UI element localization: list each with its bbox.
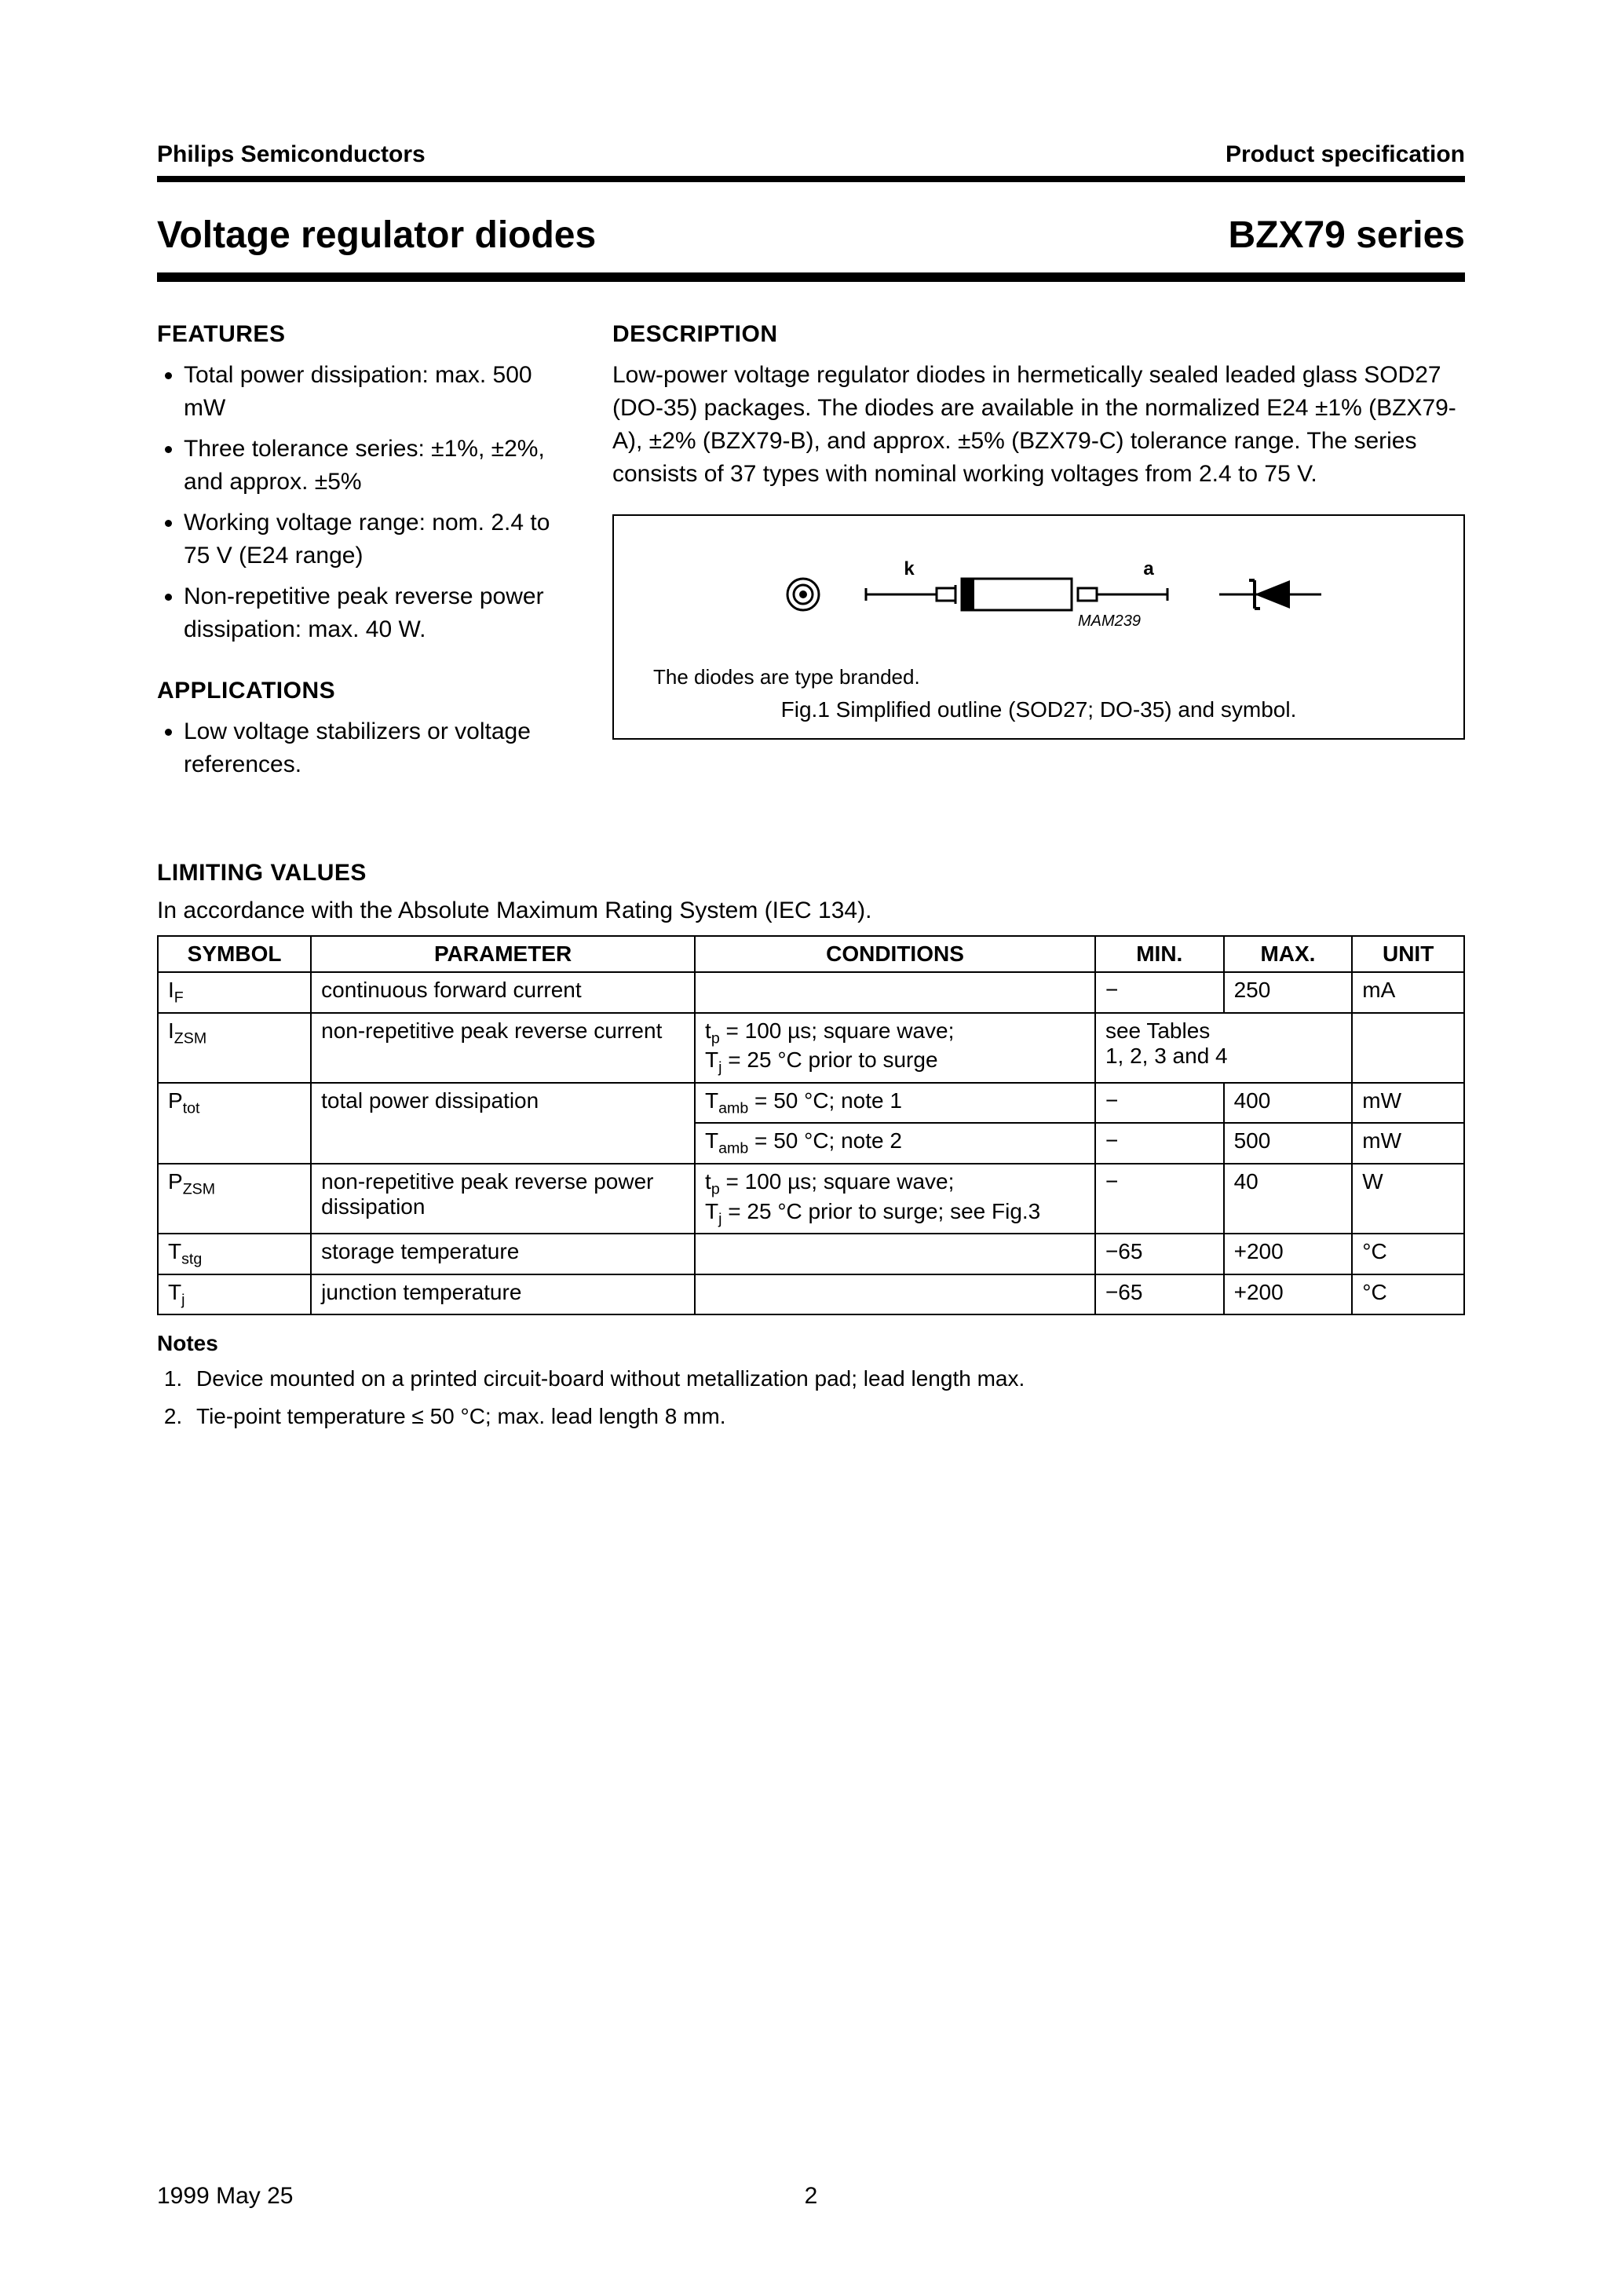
figure-diagram: k a [637,539,1440,649]
th-symbol: SYMBOL [158,936,311,972]
header-bar: Philips Semiconductors Product specifica… [157,141,1465,182]
table-row: IFcontinuous forward current−250mA [158,972,1464,1013]
footer-date: 1999 May 25 [157,2183,293,2210]
th-parameter: PARAMETER [311,936,695,972]
table-body: IFcontinuous forward current−250mAIZSMno… [158,972,1464,1314]
description-text: Low-power voltage regulator diodes in he… [612,359,1465,491]
notes-heading: Notes [157,1331,1465,1356]
page: Philips Semiconductors Product specifica… [0,0,1622,2296]
note-item: Tie-point temperature ≤ 50 °C; max. lead… [188,1400,1465,1433]
figure-caption: Fig.1 Simplified outline (SOD27; DO-35) … [637,697,1440,722]
figure-code: MAM239 [1078,612,1141,630]
th-min: MIN. [1095,936,1224,972]
header-left: Philips Semiconductors [157,141,426,168]
figure-note: The diodes are type branded. [653,665,1440,689]
table-row: Tjjunction temperature−65+200°C [158,1274,1464,1315]
limiting-table: SYMBOL PARAMETER CONDITIONS MIN. MAX. UN… [157,935,1465,1315]
th-conditions: CONDITIONS [695,936,1095,972]
label-k: k [904,558,915,579]
title-left: Voltage regulator diodes [157,214,596,257]
diode-diagram-svg: k a [740,547,1337,642]
title-right: BZX79 series [1228,214,1465,257]
note-item: Device mounted on a printed circuit-boar… [188,1362,1465,1395]
table-header-row: SYMBOL PARAMETER CONDITIONS MIN. MAX. UN… [158,936,1464,972]
limiting-heading: LIMITING VALUES [157,860,1465,887]
applications-heading: APPLICATIONS [157,678,565,704]
features-list: Total power dissipation: max. 500 mW Thr… [157,359,565,646]
limiting-section: LIMITING VALUES In accordance with the A… [157,860,1465,1433]
right-column: DESCRIPTION Low-power voltage regulator … [612,321,1465,813]
th-max: MAX. [1224,936,1353,972]
limiting-intro: In accordance with the Absolute Maximum … [157,898,1465,924]
header-right: Product specification [1226,141,1465,168]
feature-item: Working voltage range: nom. 2.4 to 75 V … [184,506,565,572]
applications-list: Low voltage stabilizers or voltage refer… [157,715,565,781]
application-item: Low voltage stabilizers or voltage refer… [184,715,565,781]
title-row: Voltage regulator diodes BZX79 series [157,214,1465,282]
figure-box: k a [612,514,1465,740]
feature-item: Three tolerance series: ±1%, ±2%, and ap… [184,433,565,499]
footer-page: 2 [805,2183,818,2210]
left-column: FEATURES Total power dissipation: max. 5… [157,321,565,813]
content: FEATURES Total power dissipation: max. 5… [157,321,1465,813]
feature-item: Total power dissipation: max. 500 mW [184,359,565,425]
features-heading: FEATURES [157,321,565,348]
table-row: IZSMnon-repetitive peak reverse currentt… [158,1013,1464,1083]
table-row: Tstgstorage temperature−65+200°C [158,1234,1464,1274]
description-heading: DESCRIPTION [612,321,1465,348]
table-row: PZSMnon-repetitive peak reverse power di… [158,1164,1464,1234]
label-a: a [1143,558,1154,579]
th-unit: UNIT [1352,936,1464,972]
feature-item: Non-repetitive peak reverse power dissip… [184,580,565,646]
notes-list: Device mounted on a printed circuit-boar… [157,1362,1465,1433]
table-row: Ptottotal power dissipationTamb = 50 °C;… [158,1083,1464,1124]
footer: 1999 May 25 2 [157,2183,1465,2210]
